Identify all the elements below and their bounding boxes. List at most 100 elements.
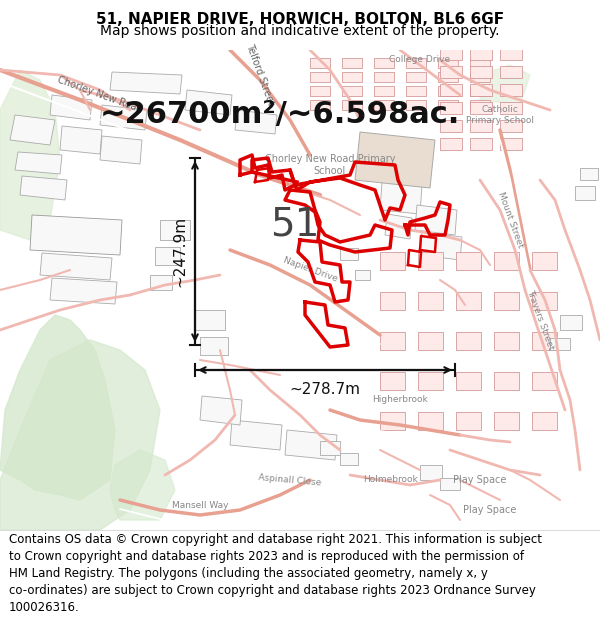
Polygon shape bbox=[456, 252, 481, 270]
Polygon shape bbox=[355, 132, 435, 188]
Text: Play Space: Play Space bbox=[454, 475, 506, 485]
Polygon shape bbox=[355, 270, 370, 280]
Polygon shape bbox=[200, 396, 242, 425]
Polygon shape bbox=[470, 48, 492, 60]
Polygon shape bbox=[470, 86, 490, 96]
Polygon shape bbox=[456, 372, 481, 390]
Polygon shape bbox=[418, 372, 443, 390]
Text: Mansell Way: Mansell Way bbox=[172, 501, 228, 509]
Text: ~26700m²/~6.598ac.: ~26700m²/~6.598ac. bbox=[100, 101, 460, 129]
Text: ~278.7m: ~278.7m bbox=[290, 382, 361, 397]
Text: Chorley New Road: Chorley New Road bbox=[56, 75, 144, 115]
Polygon shape bbox=[480, 65, 530, 105]
Polygon shape bbox=[580, 168, 598, 180]
Polygon shape bbox=[532, 292, 557, 310]
Polygon shape bbox=[500, 120, 522, 132]
Polygon shape bbox=[575, 186, 595, 200]
Polygon shape bbox=[310, 86, 330, 96]
Polygon shape bbox=[340, 453, 358, 465]
Polygon shape bbox=[418, 292, 443, 310]
Polygon shape bbox=[50, 278, 117, 304]
Polygon shape bbox=[494, 292, 519, 310]
Polygon shape bbox=[150, 275, 172, 290]
Polygon shape bbox=[500, 48, 522, 60]
Polygon shape bbox=[500, 66, 522, 78]
Polygon shape bbox=[380, 372, 405, 390]
Polygon shape bbox=[310, 72, 330, 82]
Polygon shape bbox=[494, 252, 519, 270]
Polygon shape bbox=[374, 86, 394, 96]
Polygon shape bbox=[500, 84, 522, 96]
Polygon shape bbox=[550, 338, 570, 350]
Polygon shape bbox=[40, 253, 112, 280]
Polygon shape bbox=[110, 450, 175, 520]
Text: Mount Street: Mount Street bbox=[496, 191, 524, 249]
Polygon shape bbox=[374, 100, 394, 110]
Text: Napier Drive: Napier Drive bbox=[281, 256, 338, 284]
Polygon shape bbox=[470, 138, 492, 150]
Polygon shape bbox=[456, 332, 481, 350]
Polygon shape bbox=[342, 72, 362, 82]
Polygon shape bbox=[456, 412, 481, 430]
Text: College Drive: College Drive bbox=[389, 56, 451, 64]
Polygon shape bbox=[100, 136, 142, 164]
Polygon shape bbox=[494, 332, 519, 350]
Polygon shape bbox=[420, 465, 442, 480]
Polygon shape bbox=[438, 100, 458, 110]
Polygon shape bbox=[340, 248, 358, 260]
Text: Higherbrook: Higherbrook bbox=[372, 396, 428, 404]
Polygon shape bbox=[380, 252, 405, 270]
Polygon shape bbox=[440, 48, 462, 60]
Polygon shape bbox=[50, 95, 92, 120]
Polygon shape bbox=[385, 214, 412, 239]
Polygon shape bbox=[195, 310, 225, 330]
Polygon shape bbox=[380, 182, 422, 214]
Polygon shape bbox=[470, 58, 490, 68]
Polygon shape bbox=[342, 58, 362, 68]
Polygon shape bbox=[0, 70, 60, 240]
Polygon shape bbox=[110, 72, 182, 94]
Polygon shape bbox=[438, 58, 458, 68]
Polygon shape bbox=[418, 252, 443, 270]
Polygon shape bbox=[185, 90, 232, 115]
Polygon shape bbox=[20, 176, 67, 200]
Polygon shape bbox=[406, 72, 426, 82]
Polygon shape bbox=[440, 102, 462, 114]
Polygon shape bbox=[406, 58, 426, 68]
Polygon shape bbox=[310, 100, 330, 110]
Text: Aspinall Close: Aspinall Close bbox=[258, 472, 322, 488]
Polygon shape bbox=[155, 247, 180, 265]
Polygon shape bbox=[532, 332, 557, 350]
Polygon shape bbox=[532, 252, 557, 270]
Polygon shape bbox=[500, 138, 522, 150]
Polygon shape bbox=[500, 102, 522, 114]
Polygon shape bbox=[10, 115, 55, 145]
Text: 51, NAPIER DRIVE, HORWICH, BOLTON, BL6 6GF: 51, NAPIER DRIVE, HORWICH, BOLTON, BL6 6… bbox=[96, 12, 504, 28]
Polygon shape bbox=[470, 72, 490, 82]
Polygon shape bbox=[380, 292, 405, 310]
Polygon shape bbox=[532, 372, 557, 390]
Polygon shape bbox=[470, 100, 490, 110]
Polygon shape bbox=[406, 100, 426, 110]
Polygon shape bbox=[470, 66, 492, 78]
Polygon shape bbox=[438, 72, 458, 82]
Text: Play Space: Play Space bbox=[463, 505, 517, 515]
Polygon shape bbox=[320, 441, 340, 455]
Polygon shape bbox=[15, 152, 62, 174]
Polygon shape bbox=[438, 86, 458, 96]
Polygon shape bbox=[60, 126, 102, 154]
Polygon shape bbox=[200, 337, 228, 355]
Polygon shape bbox=[235, 110, 277, 134]
Polygon shape bbox=[230, 420, 282, 450]
Polygon shape bbox=[374, 58, 394, 68]
Text: Holmebrook: Holmebrook bbox=[362, 476, 418, 484]
Text: Telford Street: Telford Street bbox=[244, 42, 276, 107]
Polygon shape bbox=[0, 315, 115, 500]
Polygon shape bbox=[342, 86, 362, 96]
Polygon shape bbox=[380, 412, 405, 430]
Polygon shape bbox=[374, 72, 394, 82]
Polygon shape bbox=[440, 138, 462, 150]
Text: ~247.9m: ~247.9m bbox=[172, 216, 187, 287]
Polygon shape bbox=[406, 86, 426, 96]
Polygon shape bbox=[532, 412, 557, 430]
